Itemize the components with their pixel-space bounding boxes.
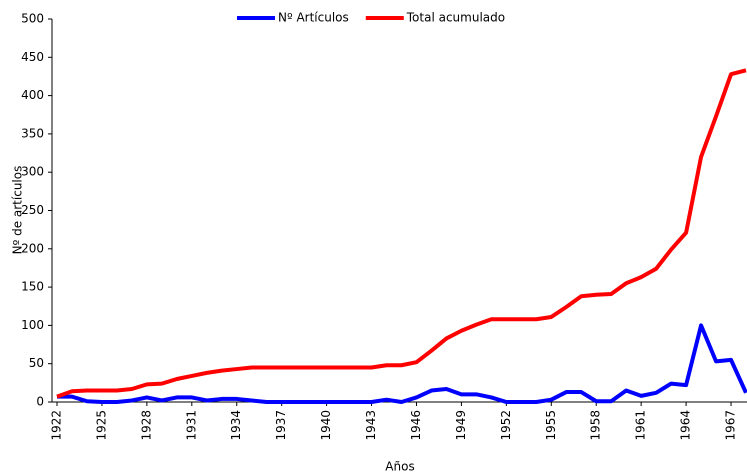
y-tick-label: 200: [21, 241, 44, 255]
series-line: [56, 68, 747, 399]
x-tick-label: 1931: [184, 410, 198, 441]
x-tick-label: 1943: [364, 410, 378, 441]
x-tick-label: 1964: [679, 410, 693, 441]
series-line: [57, 323, 747, 404]
y-tick-label: 50: [29, 356, 44, 370]
y-tick-label: 400: [21, 88, 44, 102]
x-tick-label: 1949: [454, 410, 468, 441]
legend-label: Total acumulado: [406, 11, 505, 25]
y-tick-label: 350: [21, 126, 44, 140]
x-tick-label: 1961: [634, 410, 648, 441]
x-tick-label: 1955: [544, 410, 558, 441]
x-tick-label: 1937: [274, 410, 288, 441]
x-tick-label: 1946: [409, 410, 423, 441]
x-tick-label: 1928: [139, 410, 153, 441]
x-tick-label: 1940: [319, 410, 333, 441]
y-tick-label: 250: [21, 203, 44, 217]
x-tick-label: 1958: [589, 410, 603, 441]
x-axis-title: Años: [385, 460, 414, 474]
y-tick-label: 450: [21, 50, 44, 64]
y-tick-label: 0: [36, 395, 44, 409]
y-tick-label: 300: [21, 165, 44, 179]
legend-label: Nº Artículos: [278, 11, 349, 25]
x-tick-label: 1925: [94, 410, 108, 441]
x-tick-label: 1922: [50, 410, 64, 441]
y-tick-label: 150: [21, 280, 44, 294]
x-tick-label: 1934: [229, 410, 243, 441]
x-tick-label: 1952: [499, 410, 513, 441]
y-axis-title: Nº de artículos: [11, 166, 25, 255]
y-tick-label: 500: [21, 12, 44, 26]
y-tick-label: 100: [21, 318, 44, 332]
x-tick-label: 1967: [724, 410, 738, 441]
